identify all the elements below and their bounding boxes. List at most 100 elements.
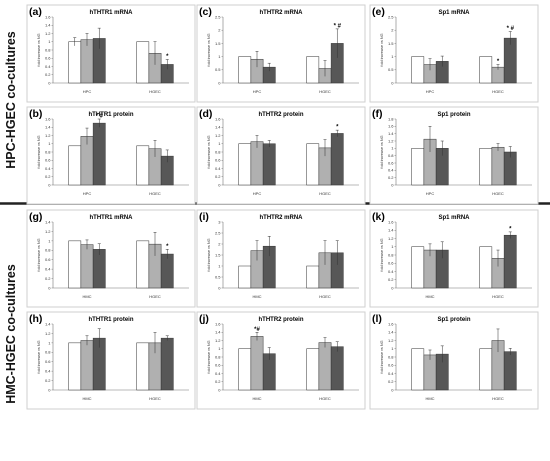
chart-panel: (k) Sp1 mRNA 0 0.2 0.4 0.6 0.8 1 1.2 1.4 1.6 fold i… <box>369 209 539 308</box>
chart-title: Sp1 mRNA <box>438 215 470 221</box>
y-tick-label: 0 <box>391 80 394 85</box>
y-tick-label: 0.6 <box>388 261 394 266</box>
panel-label: (l) <box>372 313 382 325</box>
chart-title: hTHTR1 mRNA <box>90 215 134 221</box>
bar <box>330 346 344 391</box>
y-tick-label: 1.4 <box>45 219 51 224</box>
bar <box>136 240 150 289</box>
y-tick-label: 1 <box>48 340 51 345</box>
bar <box>160 253 174 289</box>
y-tick-label: 0 <box>218 387 221 392</box>
y-axis-label: fold increase vs NG <box>37 135 41 168</box>
bar <box>503 37 517 84</box>
bar <box>68 41 82 84</box>
bar <box>80 244 94 289</box>
y-tick-label: 0.2 <box>45 378 51 383</box>
category-label: HGEC <box>492 89 504 94</box>
significance-mark: * # <box>334 23 342 29</box>
bar <box>479 246 493 289</box>
bar <box>238 143 252 186</box>
y-tick-label: 0.4 <box>388 269 394 274</box>
category-label: HGEC <box>149 191 161 196</box>
y-tick-label: 0.8 <box>215 149 221 154</box>
bar <box>491 146 505 186</box>
row-title-hpc: HPC-HGEC co-cultures <box>4 31 18 169</box>
y-tick-label: 1.2 <box>215 338 221 343</box>
y-tick-label: 0 <box>391 285 394 290</box>
y-tick-label: 1 <box>218 54 221 59</box>
y-tick-label: 0 <box>48 387 51 392</box>
bar <box>503 351 517 391</box>
y-axis-label: fold increase vs NG <box>207 238 211 271</box>
y-tick-label: 1 <box>391 146 394 151</box>
y-tick-label: 0.5 <box>215 274 221 279</box>
chart-panel: (i) hTHTR2 mRNA 0 0.5 1 1.5 2 2.5 3 fold increase… <box>196 209 366 308</box>
y-axis-label: fold increase vs NG <box>380 238 384 271</box>
bar <box>306 348 320 391</box>
significance-mark: * # <box>96 114 104 120</box>
chart-panel: (d) hTHTR2 protein 0 0.2 0.4 0.6 0.8 1 1.2 1.4 1.6… <box>196 106 366 205</box>
y-tick-label: 0.6 <box>388 160 394 165</box>
y-tick-label: 1 <box>218 263 221 268</box>
y-axis-label: fold increase vs NG <box>207 33 211 66</box>
y-tick-label: 0 <box>218 285 221 290</box>
y-tick-label: 1.4 <box>388 330 394 335</box>
bar <box>238 265 252 289</box>
y-tick-label: 1.6 <box>215 116 221 121</box>
y-tick-label: 0.6 <box>215 158 221 163</box>
y-tick-label: 0 <box>48 182 51 187</box>
bar <box>411 148 425 186</box>
y-tick-label: 1.2 <box>45 331 51 336</box>
chart-title: hTHTR1 protein <box>89 317 134 323</box>
y-tick-label: 3 <box>218 219 221 224</box>
y-tick-label: 1 <box>218 346 221 351</box>
y-tick-label: 0 <box>391 387 394 392</box>
y-tick-label: 1.2 <box>388 338 394 343</box>
panel-label: (f) <box>372 108 383 120</box>
category-label: HPC <box>426 89 435 94</box>
category-label: HGEC <box>319 89 331 94</box>
chart-title: hTHTR2 protein <box>259 317 304 323</box>
bar <box>306 56 320 84</box>
bar <box>250 336 264 391</box>
y-tick-label: 1.4 <box>215 330 221 335</box>
y-tick-label: 1 <box>48 39 51 44</box>
category-label: HGEC <box>149 89 161 94</box>
significance-mark: * <box>336 125 339 131</box>
bar <box>136 342 150 391</box>
chart-title: hTHTR2 mRNA <box>260 215 304 221</box>
y-tick-label: 0.5 <box>215 67 221 72</box>
chart-panel: (f) Sp1 protein 0 0.2 0.4 0.6 0.8 1 1.2 1.4 1.6 1.8… <box>369 106 539 205</box>
panel-label: (e) <box>372 6 385 18</box>
bar <box>479 56 493 84</box>
y-tick-label: 0.6 <box>45 158 51 163</box>
category-label: HPC <box>426 191 435 196</box>
chart-panel: (b) hTHTR1 protein 0 0.2 0.4 0.6 0.8 1 1.2 1.4 1.6… <box>26 106 196 205</box>
y-tick-label: 1.6 <box>388 219 394 224</box>
y-tick-label: 1.6 <box>215 321 221 326</box>
y-tick-label: 1.5 <box>215 41 221 46</box>
y-tick-label: 0.2 <box>45 276 51 281</box>
bar <box>68 342 82 391</box>
bar <box>411 348 425 391</box>
y-tick-label: 1 <box>48 141 51 146</box>
y-tick-label: 0.8 <box>45 149 51 154</box>
panel-label: (g) <box>29 211 42 223</box>
y-tick-label: 0 <box>48 285 51 290</box>
y-tick-label: 1.2 <box>45 31 51 36</box>
panel-label: (i) <box>199 211 209 223</box>
chart-panel: (c) hTHTR2 mRNA 0 0.5 1 1.5 2 2.5 fold increase … <box>196 4 366 103</box>
y-tick-label: 0.6 <box>45 257 51 262</box>
bar <box>136 41 150 84</box>
bar <box>250 141 264 186</box>
category-label: HPC <box>253 191 262 196</box>
bar <box>136 145 150 186</box>
y-tick-label: 0.6 <box>215 363 221 368</box>
chart-title: Sp1 mRNA <box>438 10 470 16</box>
y-tick-label: 1.4 <box>388 228 394 233</box>
y-tick-label: 0.8 <box>45 248 51 253</box>
y-tick-label: 0.2 <box>388 277 394 282</box>
panel-label: (a) <box>29 6 42 18</box>
row-title-hmc: HMC-HGEC co-cultures <box>4 264 18 404</box>
chart-title: hTHTR2 protein <box>259 112 304 118</box>
